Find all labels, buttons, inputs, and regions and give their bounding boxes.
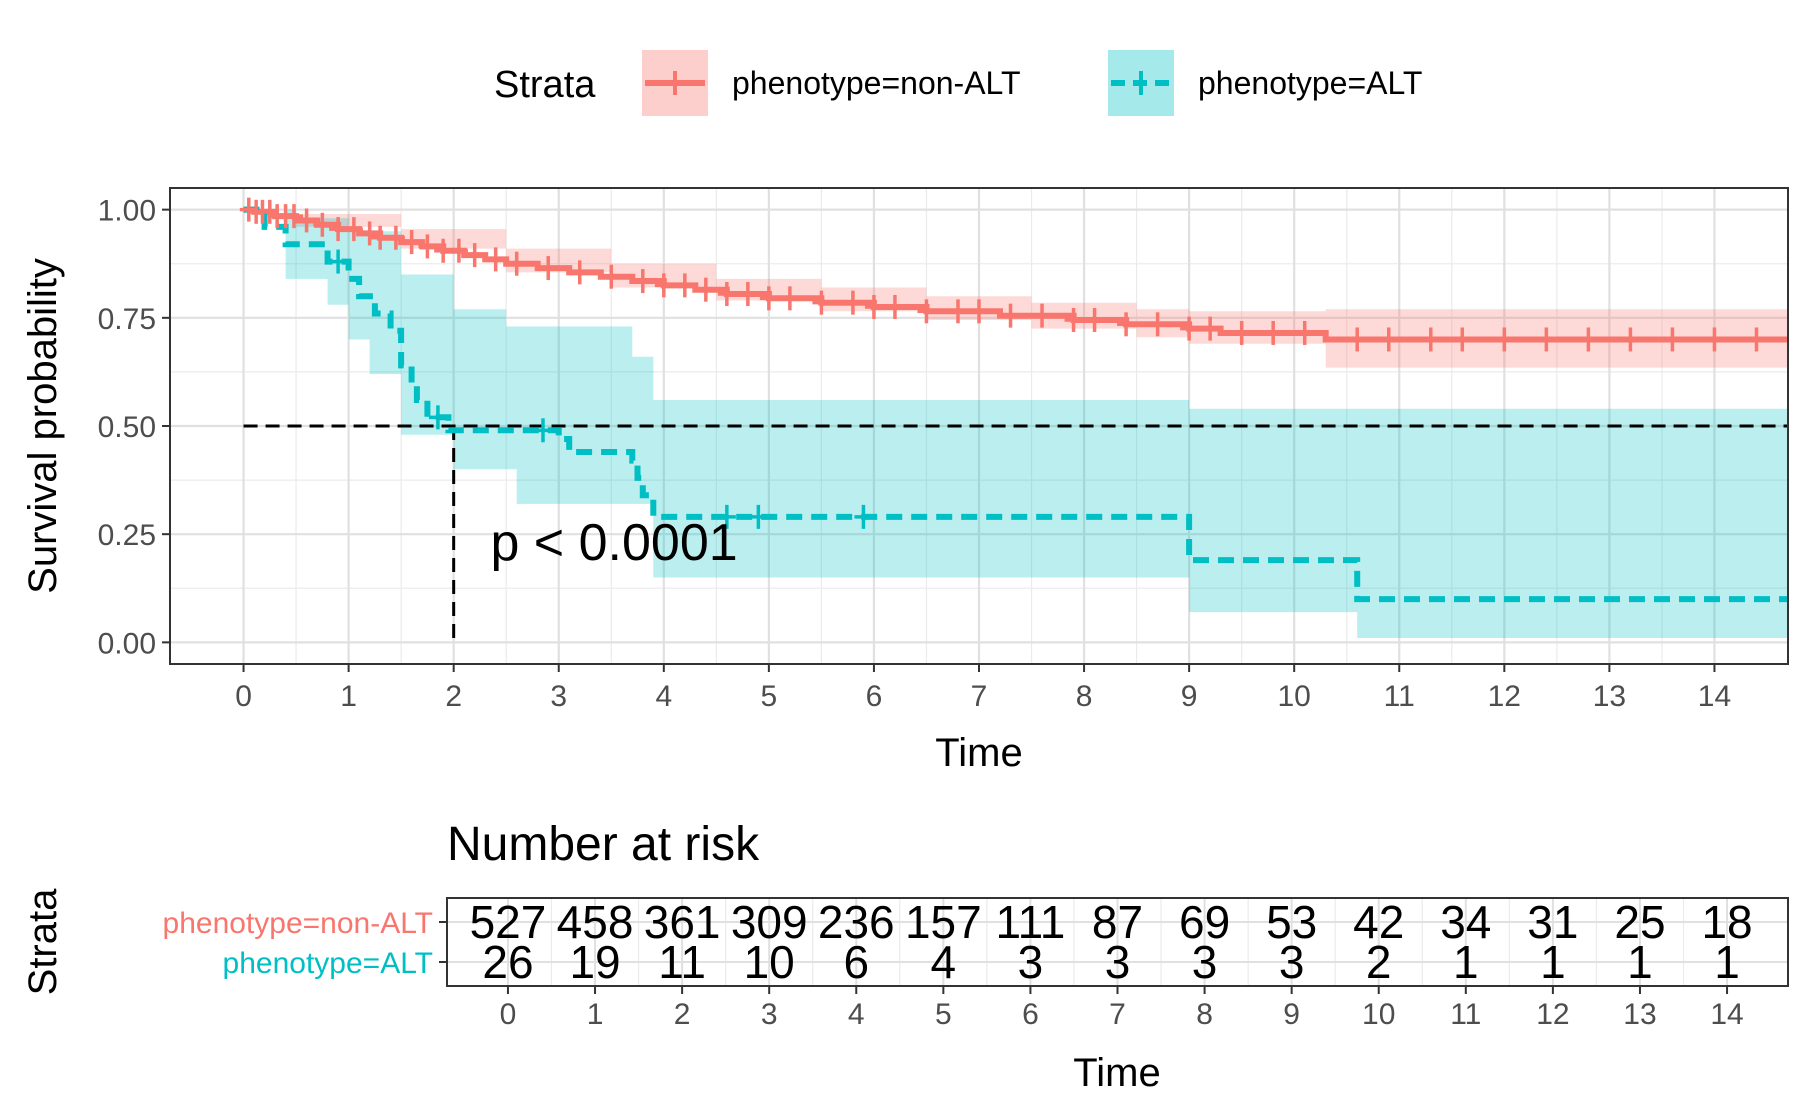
risk-x-tick-label: 6: [1022, 998, 1039, 1031]
risk-strata-label: phenotype=ALT: [223, 947, 433, 980]
risk-count: 1: [1540, 936, 1566, 988]
risk-x-tick-label: 3: [761, 998, 778, 1031]
y-axis-title: Survival probability: [21, 258, 65, 594]
risk-count: 309: [731, 896, 808, 948]
risk-count: 11: [658, 936, 706, 988]
risk-x-tick-label: 11: [1450, 998, 1481, 1031]
ci-bands: [243, 209, 1788, 638]
risk-x-tick-label: 4: [848, 998, 865, 1031]
risk-count: 3: [1018, 936, 1044, 988]
risk-grid: [447, 898, 1788, 986]
risk-count: 1: [1714, 936, 1740, 988]
risk-count: 458: [557, 896, 634, 948]
x-tick-label: 0: [235, 680, 252, 713]
median-lines: [243, 424, 1788, 643]
risk-x-tick-label: 10: [1362, 998, 1395, 1031]
risk-count: 361: [644, 896, 721, 948]
risk-y-axis-title: Strata: [21, 888, 65, 995]
risk-count: 87: [1092, 896, 1143, 948]
risk-count: 1: [1453, 936, 1479, 988]
legend-title: Strata: [494, 64, 596, 106]
x-tick-label: 8: [1076, 680, 1093, 713]
x-tick-label: 13: [1593, 680, 1626, 713]
risk-count: 18: [1701, 896, 1752, 948]
risk-x-tick-label: 14: [1710, 998, 1743, 1031]
y-tick-label: 0.00: [98, 627, 156, 660]
y-tick-label: 0.25: [98, 519, 156, 552]
risk-x-tick-label: 12: [1536, 998, 1569, 1031]
x-tick-label: 1: [340, 680, 357, 713]
x-tick-label: 5: [761, 680, 778, 713]
risk-table: Number at risk 527 458 361 309 236 157 111 87 69…: [21, 818, 1789, 1095]
censor-marks: [239, 197, 1766, 529]
x-tick-label: 11: [1384, 680, 1415, 713]
x-tick-label: 12: [1488, 680, 1521, 713]
risk-count: 10: [744, 936, 795, 988]
risk-count: 3: [1279, 936, 1305, 988]
risk-count: 25: [1614, 896, 1665, 948]
risk-count: 6: [843, 936, 869, 988]
risk-count: 1: [1627, 936, 1653, 988]
legend-item-non-alt: phenotype=non-ALT: [642, 50, 1021, 116]
x-tick-label: 7: [971, 680, 988, 713]
risk-count: 3: [1192, 936, 1218, 988]
risk-strata-labels: phenotype=non-ALT phenotype=ALT: [163, 907, 447, 980]
risk-x-tick-label: 2: [674, 998, 691, 1031]
ci-band-series-0: [243, 209, 1788, 368]
risk-count: 26: [482, 936, 533, 988]
risk-x-tick-label: 9: [1283, 998, 1300, 1031]
p-value-annotation: p < 0.0001: [490, 514, 737, 572]
y-tick-label: 1.00: [98, 195, 156, 228]
risk-x-tick-label: 7: [1109, 998, 1126, 1031]
risk-x-tick-label: 5: [935, 998, 952, 1031]
risk-count: 34: [1440, 896, 1491, 948]
x-tick-label: 14: [1698, 680, 1731, 713]
risk-count: 19: [569, 936, 620, 988]
x-axis-title: Time: [935, 731, 1022, 775]
x-tick-label: 3: [550, 680, 567, 713]
y-tick-label: 0.75: [98, 303, 156, 336]
risk-count: 31: [1527, 896, 1578, 948]
risk-count: 42: [1353, 896, 1404, 948]
x-tick-label: 9: [1181, 680, 1198, 713]
y-tick-label: 0.50: [98, 411, 156, 444]
risk-strata-label: phenotype=non-ALT: [163, 907, 433, 940]
risk-count: 69: [1179, 896, 1230, 948]
legend-label-alt: phenotype=ALT: [1198, 65, 1422, 101]
risk-count: 157: [905, 896, 982, 948]
legend-label-non-alt: phenotype=non-ALT: [732, 65, 1021, 101]
y-axis: 0.00 0.25 0.50 0.75 1.00: [98, 195, 170, 660]
legend-item-alt: phenotype=ALT: [1108, 50, 1422, 116]
legend: Strata phenotype=non-ALT phenotype=ALT: [494, 50, 1422, 116]
risk-count: 4: [931, 936, 957, 988]
risk-x-tick-label: 0: [500, 998, 517, 1031]
x-tick-label: 2: [445, 680, 462, 713]
x-axis: 0 1 2 3 4 5 6 7 8 9 10 11 12 13 14: [235, 664, 1731, 713]
x-tick-label: 6: [866, 680, 883, 713]
x-tick-label: 10: [1278, 680, 1311, 713]
risk-x-tick-label: 1: [587, 998, 604, 1031]
risk-x-tick-label: 13: [1623, 998, 1656, 1031]
risk-count: 2: [1366, 936, 1392, 988]
risk-count: 527: [470, 896, 547, 948]
x-tick-label: 4: [655, 680, 672, 713]
risk-count: 3: [1105, 936, 1131, 988]
risk-table-title: Number at risk: [447, 818, 760, 871]
ci-band-series-1: [243, 209, 1788, 638]
risk-count: 53: [1266, 896, 1317, 948]
risk-x-tick-label: 8: [1196, 998, 1213, 1031]
risk-x-axis: 0 1 2 3 4 5 6 7 8 9 10 11 12 13 14: [500, 986, 1744, 1031]
risk-x-axis-title: Time: [1073, 1051, 1160, 1095]
risk-count: 111: [995, 896, 1065, 948]
risk-count: 236: [818, 896, 895, 948]
